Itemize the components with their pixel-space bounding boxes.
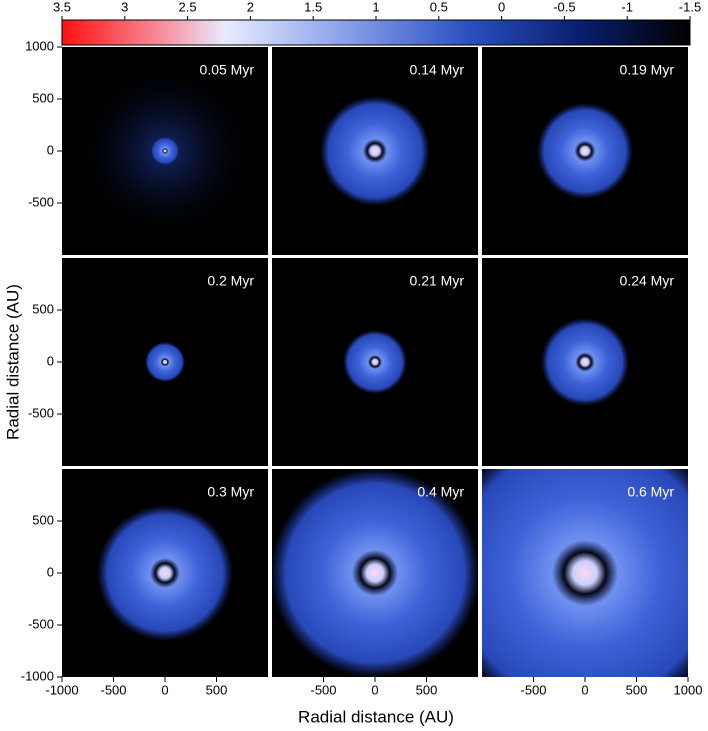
colorbar-tick-label: 2.5: [179, 0, 197, 14]
panel-label: 0.6 Myr: [627, 484, 674, 500]
disk: [537, 103, 633, 199]
y-tick-label: 0: [47, 564, 54, 579]
panel-label: 0.4 Myr: [417, 484, 464, 500]
disk: [320, 96, 430, 206]
colorbar-tick-label: -1: [621, 0, 633, 14]
x-tick-label: 500: [206, 682, 228, 697]
colorbar-tick-label: -1.5: [679, 0, 701, 14]
y-tick-label: 1000: [25, 38, 54, 53]
panel-label: 0.05 Myr: [200, 62, 255, 78]
disk: [482, 469, 688, 677]
panel-label: 0.2 Myr: [207, 273, 254, 289]
colorbar-tick-label: 0.5: [430, 0, 448, 14]
colorbar-tick-label: 2: [247, 0, 254, 14]
disk: [541, 318, 629, 406]
panel-label: 0.3 Myr: [207, 484, 254, 500]
panel-label: 0.19 Myr: [620, 62, 675, 78]
x-tick-label: 0: [581, 682, 588, 697]
disk: [272, 469, 478, 677]
y-tick-label: 0: [47, 142, 54, 157]
y-tick-label: -500: [28, 405, 54, 420]
x-tick-label: -1000: [45, 682, 78, 697]
colorbar-tick-label: -0.5: [553, 0, 575, 14]
y-tick-label: 0: [47, 353, 54, 368]
x-tick-label: -500: [520, 682, 546, 697]
x-tick-label: 500: [416, 682, 438, 697]
disk: [97, 505, 233, 641]
y-axis-label: Radial distance (AU): [3, 284, 22, 440]
panel-label: 0.21 Myr: [410, 273, 465, 289]
y-tick-label: 500: [32, 512, 54, 527]
colorbar: [61, 19, 691, 46]
x-tick-label: 0: [161, 682, 168, 697]
y-tick-label: -500: [28, 616, 54, 631]
x-axis-label: Radial distance (AU): [298, 707, 454, 726]
x-tick-label: 500: [626, 682, 648, 697]
y-tick-label: 500: [32, 90, 54, 105]
y-tick-label: 500: [32, 301, 54, 316]
y-tick-label: -1000: [21, 668, 54, 683]
colorbar-tick-label: 1: [372, 0, 379, 14]
colorbar-tick-label: 3.5: [53, 0, 71, 14]
x-tick-label: -500: [100, 682, 126, 697]
colorbar-tick-label: 1.5: [304, 0, 322, 14]
disk: [151, 137, 179, 165]
disk: [145, 342, 185, 382]
panel-label: 0.14 Myr: [410, 62, 465, 78]
x-tick-label: 0: [371, 682, 378, 697]
x-tick-label: 1000: [674, 682, 703, 697]
disk: [343, 330, 407, 394]
colorbar-tick-label: 3: [121, 0, 128, 14]
colorbar-tick-label: 0: [498, 0, 505, 14]
panel-label: 0.24 Myr: [620, 273, 675, 289]
x-tick-label: -500: [310, 682, 336, 697]
y-tick-label: -500: [28, 194, 54, 209]
